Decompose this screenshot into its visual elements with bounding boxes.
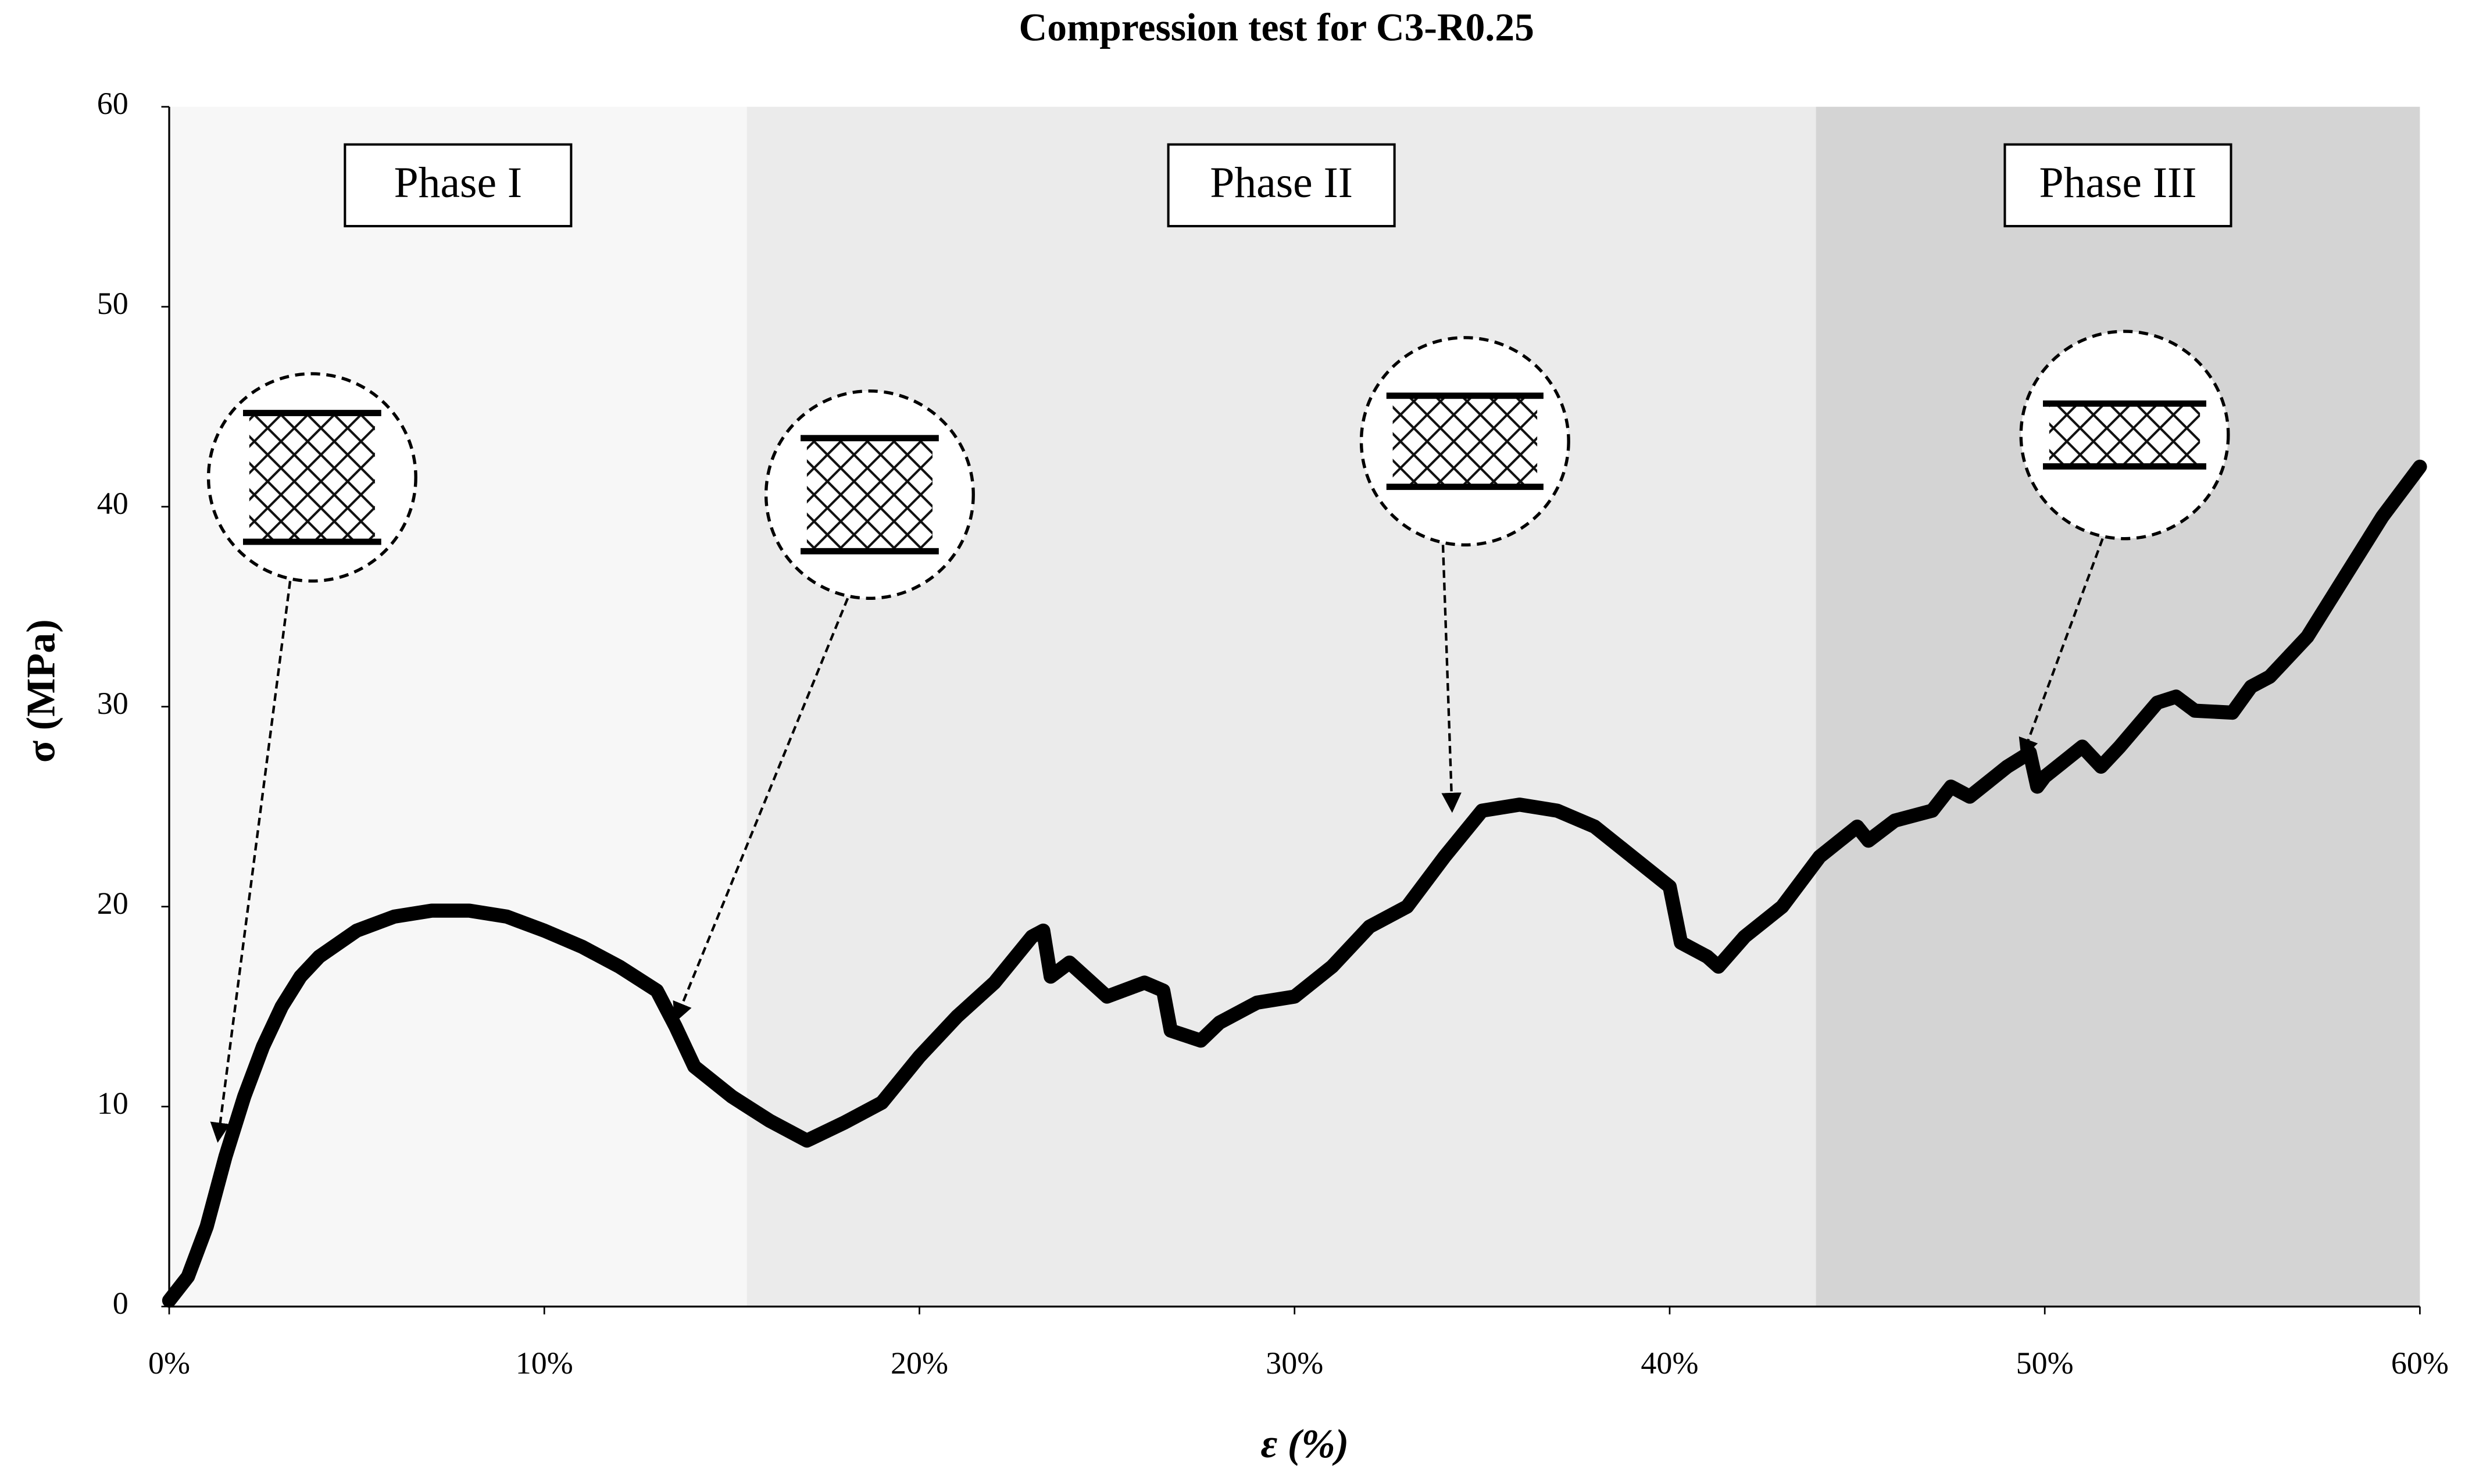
phase-label-box <box>344 143 573 228</box>
y-tick-label: 20 <box>97 886 128 921</box>
phase-label-box <box>1167 143 1396 228</box>
x-tick-label: 50% <box>2016 1346 2074 1381</box>
x-tick-label: 0% <box>148 1346 190 1381</box>
inset-plate <box>801 548 939 555</box>
x-tick-label: 40% <box>1641 1346 1698 1381</box>
phase-band <box>1816 106 2420 1307</box>
x-tick-label: 30% <box>1266 1346 1323 1381</box>
inset-sample <box>806 439 933 550</box>
inset-plate <box>2043 463 2206 470</box>
y-tick-label: 30 <box>97 686 128 721</box>
y-tick-label: 0 <box>113 1286 128 1321</box>
phase-label: Phase II <box>1210 159 1353 207</box>
inset-plate <box>801 435 939 442</box>
inset-plate <box>2043 400 2206 407</box>
inset-sample <box>1392 397 1538 485</box>
inset-sample <box>2049 405 2200 465</box>
inset-sample <box>249 414 375 541</box>
phase-label-box <box>2003 143 2232 228</box>
stress-strain-line <box>162 459 2427 1308</box>
y-axis-label: σ (MPa) <box>19 619 64 763</box>
y-tick-label: 10 <box>97 1086 128 1121</box>
y-tick-label: 40 <box>97 486 128 521</box>
inset-arrow <box>2019 538 2104 759</box>
x-tick-label: 10% <box>516 1346 573 1381</box>
phase-band <box>169 106 747 1307</box>
inset-arrow <box>673 598 849 1023</box>
inset-arrow <box>1441 545 1462 813</box>
y-tick-label: 50 <box>97 286 128 321</box>
inset-plate <box>1386 392 1544 399</box>
x-tick-label: 20% <box>891 1346 948 1381</box>
inset-plate <box>243 410 381 416</box>
y-tick-label: 60 <box>97 86 128 121</box>
x-axis-label: ε (%) <box>1260 1421 1349 1467</box>
inset-plate <box>243 538 381 545</box>
phase-band <box>746 106 1816 1307</box>
inset-arrow <box>210 581 292 1143</box>
phase-label: Phase III <box>2039 159 2197 207</box>
chart-title: Compression test for C3-R0.25 <box>1019 6 1534 49</box>
inset-plate <box>1386 484 1544 490</box>
phase-label: Phase I <box>394 159 523 207</box>
x-tick-label: 60% <box>2391 1346 2449 1381</box>
